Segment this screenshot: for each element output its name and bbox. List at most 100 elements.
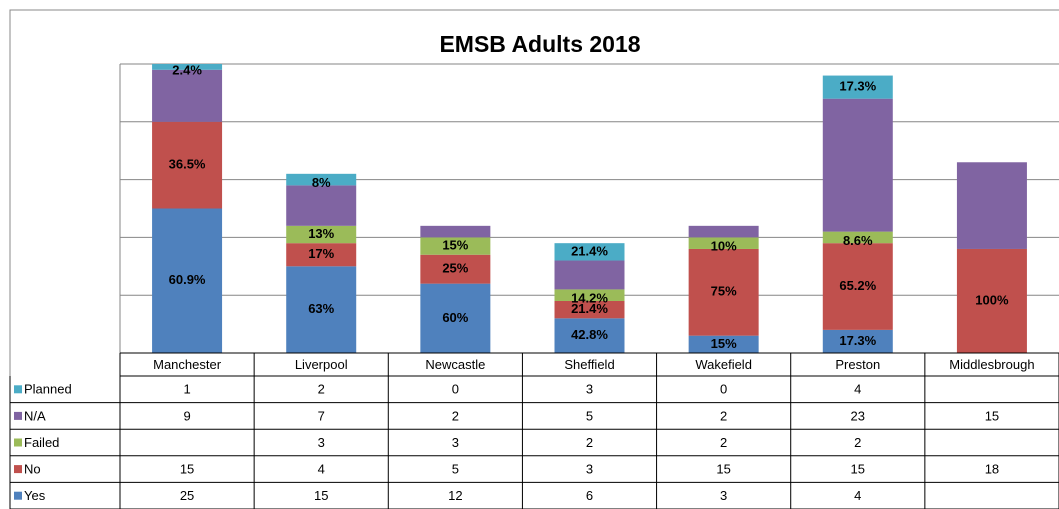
data-label: 17% — [308, 246, 334, 261]
data-label: 15% — [711, 336, 737, 351]
data-label: 21.4% — [571, 301, 608, 316]
data-label: 60.9% — [169, 272, 206, 287]
bar-segment — [420, 283, 491, 353]
legend-label: Yes — [24, 488, 46, 503]
data-label: 42.8% — [571, 327, 608, 342]
bar-segment — [286, 225, 357, 244]
table-cell: 2 — [720, 408, 727, 423]
data-label: 17.3% — [839, 79, 876, 94]
bar-segment — [420, 225, 491, 238]
legend-label: No — [24, 462, 41, 477]
x-tick-label: Middlesbrough — [949, 357, 1034, 372]
bar-segment — [152, 121, 223, 209]
data-label: 21.4% — [571, 243, 608, 258]
bar-segment — [822, 75, 893, 99]
table-cell: 2 — [318, 382, 325, 397]
table-cell: 2 — [854, 435, 861, 450]
bar-segment — [822, 329, 893, 353]
table-cell: 7 — [318, 408, 325, 423]
bar-segment — [286, 266, 357, 353]
bar-segment — [688, 237, 759, 249]
bar-segment — [688, 225, 759, 238]
bar-segment — [286, 243, 357, 267]
bar-segment — [554, 243, 625, 261]
bar-segment — [420, 254, 491, 284]
data-label: 13% — [308, 226, 334, 241]
bar-segment — [152, 69, 223, 122]
legend-key — [14, 491, 22, 500]
table-cell: 2 — [452, 408, 459, 423]
table-cell: 12 — [448, 488, 462, 503]
table-cell: 5 — [586, 408, 593, 423]
data-label: 100% — [975, 292, 1009, 307]
bar-segment — [420, 237, 491, 255]
table-cell: 18 — [985, 462, 999, 477]
table-cell: 1 — [183, 382, 190, 397]
table-cell: 3 — [586, 462, 593, 477]
data-label: 17.3% — [839, 333, 876, 348]
legend-label: Failed — [24, 435, 59, 450]
data-label: 14.2% — [571, 291, 608, 306]
bar-segment — [286, 185, 357, 226]
bar-segment — [956, 248, 1027, 353]
data-label: 65.2% — [839, 278, 876, 293]
table-cell: 4 — [318, 462, 325, 477]
x-tick-label: Wakefield — [695, 357, 752, 372]
table-cell: 15 — [851, 462, 865, 477]
table-cell: 2 — [586, 435, 593, 450]
data-label: 8.6% — [843, 233, 873, 248]
table-cell: 15 — [985, 408, 999, 423]
data-label: 25% — [442, 261, 468, 276]
table-cell: 0 — [452, 382, 459, 397]
bar-segment — [152, 208, 223, 353]
legend-label: Planned — [24, 382, 72, 397]
table-cell: 3 — [586, 382, 593, 397]
data-label: 15% — [442, 238, 468, 253]
table-cell: 4 — [854, 382, 861, 397]
table-cell: 23 — [851, 408, 865, 423]
legend-key — [14, 438, 22, 447]
table-cell: 15 — [716, 462, 730, 477]
data-label: 2.4% — [172, 62, 202, 77]
table-cell: 2 — [720, 435, 727, 450]
table-cell: 0 — [720, 382, 727, 397]
bar-segment — [554, 300, 625, 319]
bar-segment — [956, 162, 1027, 249]
legend-key — [14, 385, 22, 394]
data-label: 75% — [711, 284, 737, 299]
x-tick-label: Liverpool — [295, 357, 348, 372]
bar-segment — [554, 260, 625, 290]
chart-title: EMSB Adults 2018 — [439, 31, 640, 57]
table-cell: 3 — [720, 488, 727, 503]
bar-segment — [688, 248, 759, 336]
bar-segment — [822, 231, 893, 244]
legend-key — [14, 465, 22, 474]
bar-segment — [688, 335, 759, 353]
table-cell: 15 — [314, 488, 328, 503]
bar-segment — [152, 64, 223, 70]
x-tick-label: Manchester — [153, 357, 222, 372]
data-label: 60% — [442, 310, 468, 325]
legend-label: N/A — [24, 408, 46, 423]
table-cell: 4 — [854, 488, 861, 503]
bar-segment — [822, 243, 893, 330]
bar-segment — [822, 98, 893, 232]
data-label: 10% — [711, 239, 737, 254]
x-tick-label: Sheffield — [564, 357, 614, 372]
table-cell: 15 — [180, 462, 194, 477]
bar-segment — [286, 173, 357, 186]
table-cell: 3 — [452, 435, 459, 450]
x-tick-label: Newcastle — [425, 357, 485, 372]
bar-segment — [554, 289, 625, 301]
table-cell: 9 — [183, 408, 190, 423]
table-cell: 6 — [586, 488, 593, 503]
legend-key — [14, 411, 22, 420]
data-label: 63% — [308, 301, 334, 316]
table-cell: 25 — [180, 488, 194, 503]
data-label: 36.5% — [169, 157, 206, 172]
bar-segment — [554, 318, 625, 353]
data-label: 8% — [312, 175, 331, 190]
x-tick-label: Preston — [835, 357, 880, 372]
table-cell: 3 — [318, 435, 325, 450]
